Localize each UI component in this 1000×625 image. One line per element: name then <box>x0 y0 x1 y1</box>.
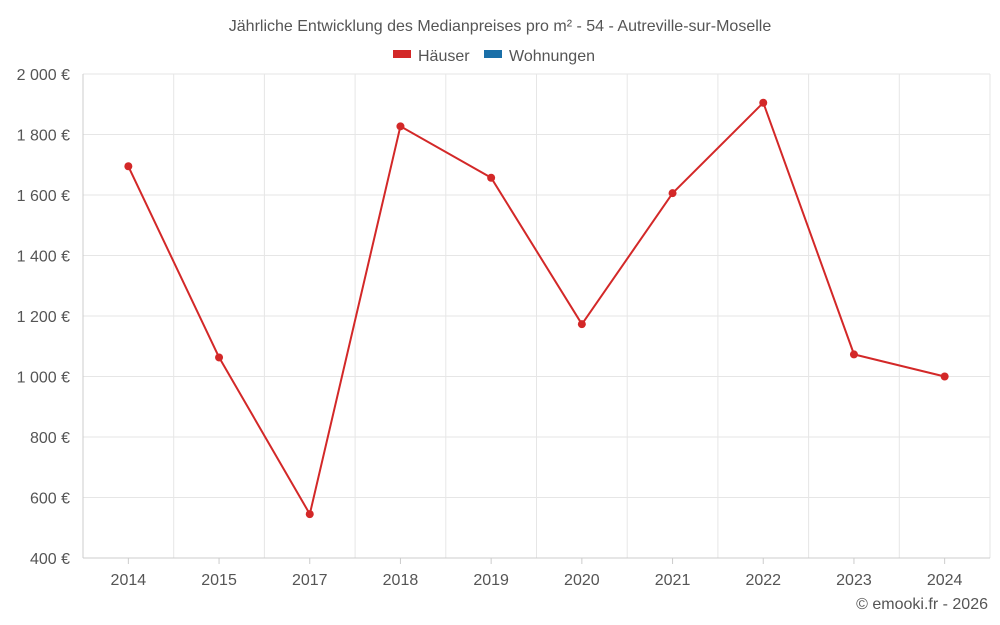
y-tick-label: 1 800 € <box>17 128 70 145</box>
data-point-houses[interactable] <box>215 353 224 362</box>
x-tick-label: 2017 <box>292 572 328 589</box>
x-tick-label: 2024 <box>927 572 963 589</box>
data-point-houses[interactable] <box>305 510 314 519</box>
y-tick-label: 1 400 € <box>17 249 70 266</box>
x-tick-label: 2015 <box>201 572 237 589</box>
y-tick-label: 1 200 € <box>17 309 70 326</box>
y-tick-label: 2 000 € <box>17 67 70 84</box>
y-tick-label: 400 € <box>30 551 70 568</box>
x-tick-label: 2023 <box>836 572 872 589</box>
data-point-houses[interactable] <box>124 162 133 171</box>
data-point-houses[interactable] <box>396 122 405 131</box>
y-axis: 2 000 € 1 800 € 1 600 € 1 400 € 1 200 € 1 000… <box>17 67 84 568</box>
y-tick-label: 1 000 € <box>17 370 70 387</box>
data-point-houses[interactable] <box>577 320 586 329</box>
legend-label-houses: Häuser <box>418 48 470 65</box>
legend-item-houses[interactable]: Häuser <box>393 48 470 65</box>
legend-item-apartments[interactable]: Wohnungen <box>484 48 595 65</box>
legend-swatch-apartments <box>484 50 502 58</box>
x-tick-label: 2019 <box>473 572 509 589</box>
x-tick-label: 2021 <box>655 572 691 589</box>
data-point-houses[interactable] <box>487 173 496 182</box>
credit: © emooki.fr - 2026 <box>856 596 988 613</box>
x-tick-label: 2022 <box>745 572 781 589</box>
data-point-houses[interactable] <box>759 98 768 107</box>
legend-label-apartments: Wohnungen <box>509 48 595 65</box>
data-point-houses[interactable] <box>849 350 858 359</box>
data-point-houses[interactable] <box>940 372 949 381</box>
x-tick-label: 2018 <box>383 572 419 589</box>
series-houses <box>124 98 949 519</box>
x-axis: 2014 2015 2017 2018 2019 2020 2021 2022 2023 2024 <box>83 557 990 589</box>
x-tick-label: 2014 <box>111 572 147 589</box>
y-tick-label: 1 600 € <box>17 188 70 205</box>
series-line-houses <box>127 101 945 516</box>
grid <box>82 73 991 559</box>
data-point-houses[interactable] <box>668 189 677 198</box>
y-tick-label: 600 € <box>30 491 70 508</box>
y-tick-label: 800 € <box>30 430 70 447</box>
legend: Häuser Wohnungen <box>393 48 595 65</box>
legend-swatch-houses <box>393 50 411 58</box>
x-tick-label: 2020 <box>564 572 600 589</box>
chart-title: Jährliche Entwicklung des Medianpreises … <box>229 18 772 35</box>
